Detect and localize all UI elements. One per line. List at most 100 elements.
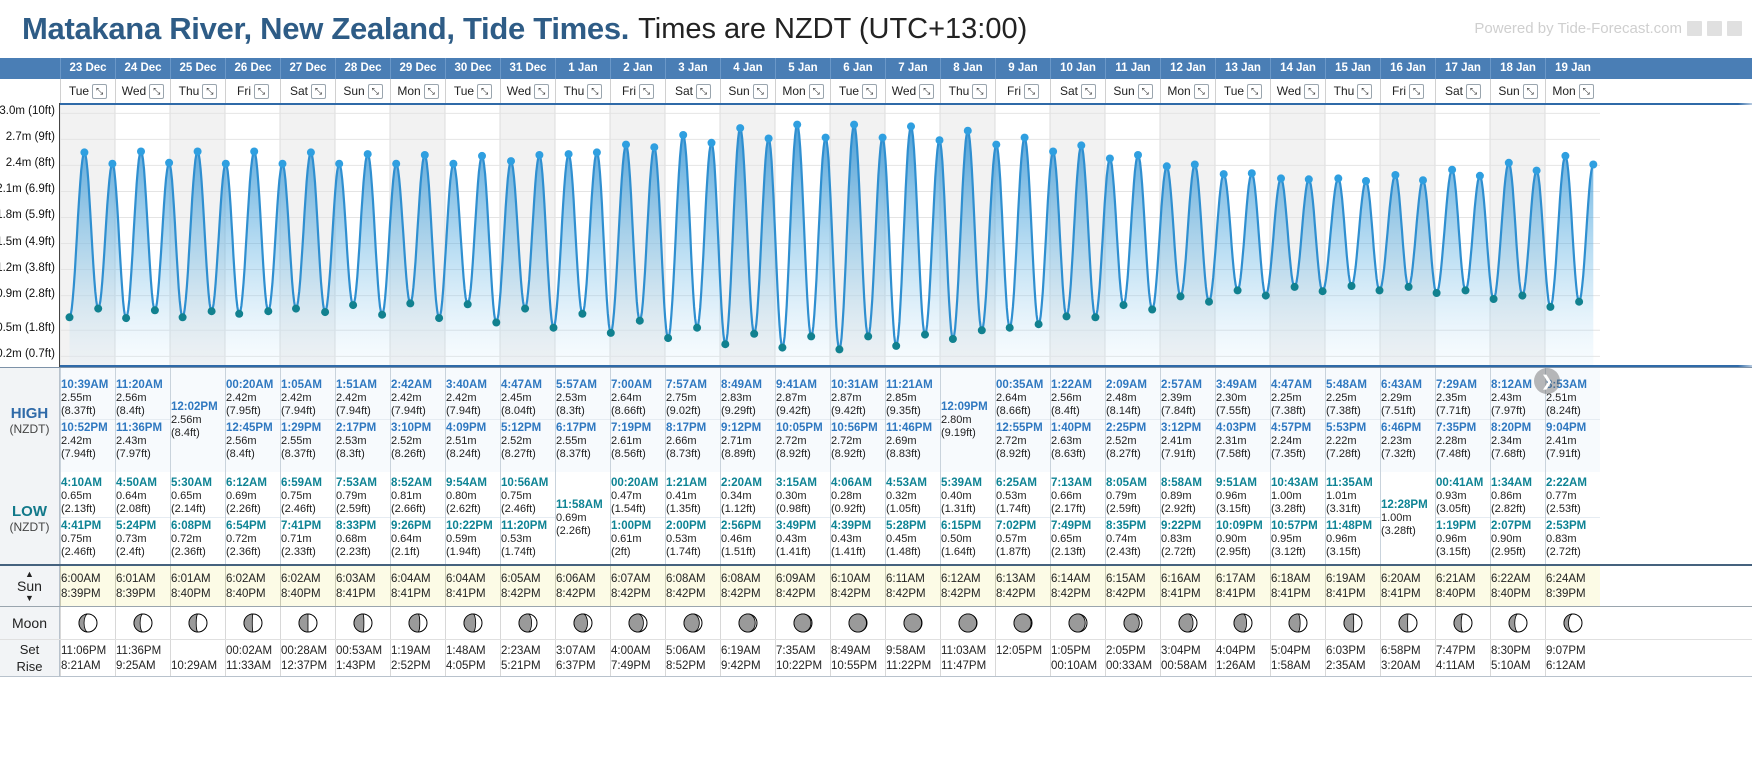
day-header-cell[interactable]: Tue ⤡	[445, 79, 500, 103]
moon-label: Moon	[0, 607, 60, 639]
moon-rise-label-text: Rise	[16, 659, 43, 674]
low-tide-height-m: 0.65m	[61, 490, 92, 502]
expand-icon[interactable]: ⤡	[752, 83, 768, 99]
day-header-cell[interactable]: Sun ⤡	[1105, 79, 1160, 103]
day-header-cell[interactable]: Fri ⤡	[995, 79, 1050, 103]
expand-icon[interactable]: ⤡	[534, 83, 550, 99]
high-tide-height-ft: (7.94ft)	[281, 405, 316, 417]
moon-setrise-cell: 11:03AM 11:47PM	[940, 640, 995, 676]
low-tide-point	[1461, 286, 1470, 295]
day-header-cell[interactable]: Sun ⤡	[720, 79, 775, 103]
day-header-cell[interactable]: Thu ⤡	[1325, 79, 1380, 103]
high-tide-height-ft: (7.28ft)	[1326, 448, 1361, 460]
low-tide-time: 3:49PM	[776, 520, 817, 532]
expand-icon[interactable]: ⤡	[1137, 83, 1153, 99]
day-header-cell[interactable]: Fri ⤡	[610, 79, 665, 103]
moon-rise-time: 00:33AM	[1106, 659, 1153, 672]
day-header-cell[interactable]: Mon ⤡	[390, 79, 445, 103]
expand-icon[interactable]: ⤡	[1193, 83, 1209, 99]
moon-phase-cell	[775, 607, 830, 639]
day-header-cell[interactable]: Mon ⤡	[775, 79, 830, 103]
high-tide-height-ft: (9.35ft)	[886, 405, 921, 417]
expand-icon[interactable]: ⤡	[1081, 83, 1096, 99]
high-tide-time: 12:45PM	[226, 422, 273, 434]
expand-icon[interactable]: ⤡	[202, 83, 218, 99]
high-tide-height-ft: (8.92ft)	[776, 448, 811, 460]
expand-icon[interactable]: ⤡	[1247, 83, 1263, 99]
day-header-cell[interactable]: Tue ⤡	[1215, 79, 1270, 103]
day-header-cell[interactable]: Sun ⤡	[335, 79, 390, 103]
expand-icon[interactable]: ⤡	[1578, 83, 1594, 99]
day-header-cell[interactable]: Mon ⤡	[1160, 79, 1215, 103]
high-tide-time: 5:57AM	[556, 379, 597, 391]
high-tide-height-ft: (7.95ft)	[226, 405, 261, 417]
low-tide-point	[1546, 302, 1555, 311]
low-tide-time: 5:30AM	[171, 477, 212, 489]
low-tide-point	[835, 345, 844, 354]
expand-icon[interactable]: ⤡	[1409, 83, 1424, 99]
day-header-cell[interactable]: Thu ⤡	[170, 79, 225, 103]
expand-icon[interactable]: ⤡	[1466, 83, 1481, 99]
expand-icon[interactable]: ⤡	[423, 83, 439, 99]
high-tide-cell: 5:48AM 2.25m (7.38ft) 5:53PM 2.22m (7.28ft)	[1325, 368, 1380, 472]
moon-setrise-cell: 9:07PM 6:12AM	[1545, 640, 1600, 676]
day-header-cell[interactable]: Thu ⤡	[555, 79, 610, 103]
day-header-cell[interactable]: Wed ⤡	[115, 79, 170, 103]
day-header-cell[interactable]: Sat ⤡	[280, 79, 335, 103]
day-header-cell[interactable]: Sat ⤡	[1435, 79, 1490, 103]
high-tide-point	[1190, 160, 1199, 169]
expand-icon[interactable]: ⤡	[1024, 83, 1039, 99]
low-tide-height-m: 0.72m	[226, 533, 257, 545]
low-tide-height-m: 0.75m	[281, 490, 312, 502]
expand-icon[interactable]: ⤡	[972, 83, 988, 99]
expand-icon[interactable]: ⤡	[696, 83, 711, 99]
expand-icon[interactable]: ⤡	[587, 83, 603, 99]
day-header-cell[interactable]: Wed ⤡	[885, 79, 940, 103]
expand-icon[interactable]: ⤡	[1304, 83, 1320, 99]
expand-icon[interactable]: ⤡	[1357, 83, 1373, 99]
day-header-cell[interactable]: Tue ⤡	[830, 79, 885, 103]
day-header-cell[interactable]: Sun ⤡	[1490, 79, 1545, 103]
scroll-right-button[interactable]: ❯	[1534, 368, 1560, 394]
expand-icon[interactable]: ⤡	[477, 83, 493, 99]
expand-icon[interactable]: ⤡	[919, 83, 935, 99]
sun-row: ▲ Sun ▼ 6:00AM 8:39PM 6:01AM 8:39PM 6:01AM 8:…	[0, 564, 1752, 606]
low-tide-cell: 9:54AM 0.80m (2.62ft) 10:22PM 0.59m (1.94ft)	[445, 472, 500, 564]
moon-set-time: 1:05PM	[1051, 644, 1091, 657]
sunrise-time: 6:14AM	[1051, 572, 1091, 585]
high-tide-event: 11:36PM 2.43m (7.97ft)	[116, 419, 170, 462]
expand-icon[interactable]: ⤡	[149, 83, 165, 99]
day-header-cell[interactable]: Sat ⤡	[1050, 79, 1105, 103]
day-header-cell[interactable]: Fri ⤡	[225, 79, 280, 103]
expand-icon[interactable]: ⤡	[808, 83, 824, 99]
moon-setrise-cell: 00:53AM 1:43PM	[335, 640, 390, 676]
day-header-cell[interactable]: Tue ⤡	[60, 79, 115, 103]
expand-icon[interactable]: ⤡	[639, 83, 654, 99]
day-header-cell[interactable]: Fri ⤡	[1380, 79, 1435, 103]
low-tide-event: 6:54PM 0.72m (2.36ft)	[226, 517, 280, 560]
low-tide-time: 4:53AM	[886, 477, 927, 489]
expand-icon[interactable]: ⤡	[311, 83, 326, 99]
high-tide-height-ft: (9.19ft)	[941, 426, 976, 439]
low-tide-point	[349, 301, 358, 310]
expand-icon[interactable]: ⤡	[92, 83, 108, 99]
low-tide-point	[378, 310, 387, 319]
day-header-cell[interactable]: Wed ⤡	[500, 79, 555, 103]
expand-icon[interactable]: ⤡	[862, 83, 878, 99]
low-tide-time: 10:56AM	[501, 477, 549, 489]
high-tide-time: 3:40AM	[446, 379, 487, 391]
day-header-cell[interactable]: Mon ⤡	[1545, 79, 1600, 103]
high-tide-event: 9:12PM 2.71m (8.89ft)	[721, 419, 775, 462]
high-tide-height-ft: (8.73ft)	[666, 448, 701, 460]
low-tide-point	[122, 314, 131, 323]
expand-icon[interactable]: ⤡	[254, 83, 269, 99]
day-header-cell[interactable]: Wed ⤡	[1270, 79, 1325, 103]
moon-setrise-cell: 11:06PM 8:21AM	[60, 640, 115, 676]
day-header-cell[interactable]: Thu ⤡	[940, 79, 995, 103]
low-tide-time: 00:41AM	[1436, 477, 1484, 489]
day-header-cell[interactable]: Sat ⤡	[665, 79, 720, 103]
expand-icon[interactable]: ⤡	[1522, 83, 1538, 99]
expand-icon[interactable]: ⤡	[367, 83, 383, 99]
moon-set-time: 00:53AM	[336, 644, 383, 657]
